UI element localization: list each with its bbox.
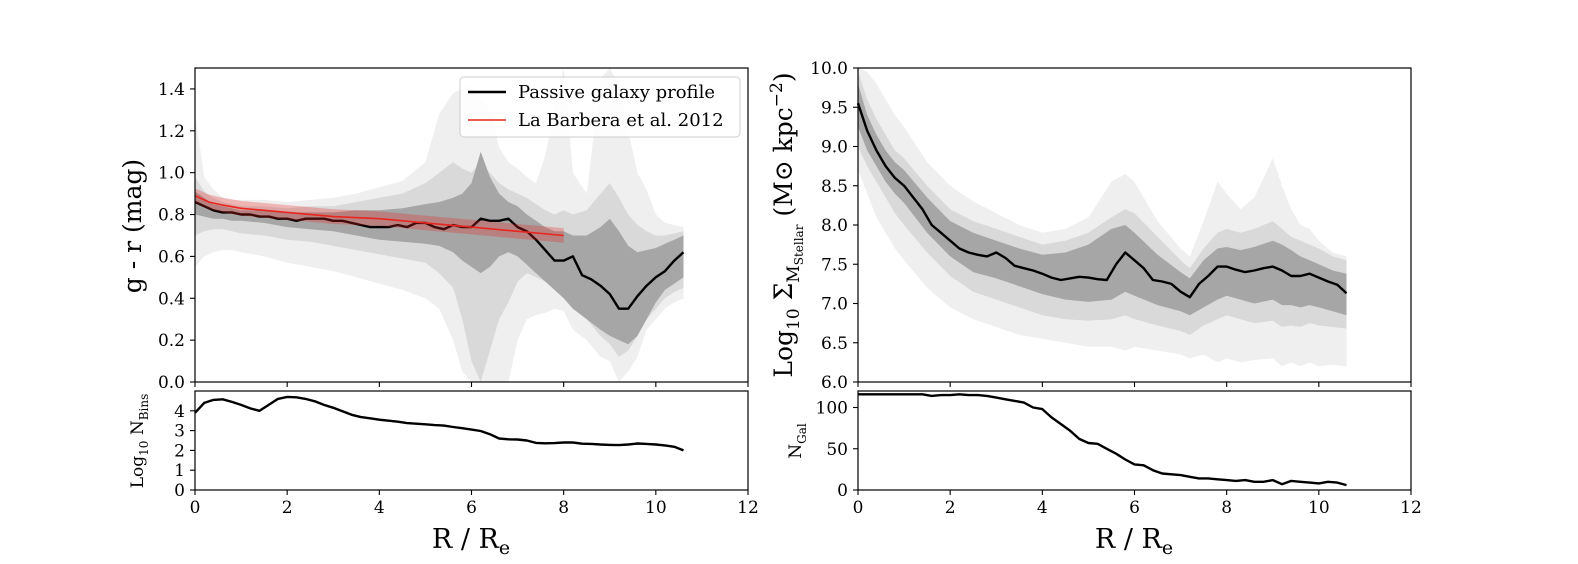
ngal-xtick-label-6: 6 bbox=[1129, 498, 1140, 518]
legend-label-labarbera: La Barbera et al. 2012 bbox=[518, 110, 724, 131]
color-profile-ytick-label-1.0: 1.0 bbox=[158, 164, 185, 184]
ngal-xtick-label-8: 8 bbox=[1221, 498, 1232, 518]
nbins-ylabel: Log10 NBins bbox=[128, 394, 151, 489]
mass-density-ytick-label-6.5: 6.5 bbox=[821, 334, 848, 354]
ngal-xtick-label-2: 2 bbox=[945, 498, 956, 518]
color-profile-ytick-label-0.2: 0.2 bbox=[158, 331, 185, 351]
color-profile-series-0-line bbox=[194, 200, 685, 310]
mass-density-panel: 6.0 6.5 7.0 7.5 8.0 8.5 9.0 9.5 10.0 Log10 ΣMSte… bbox=[767, 59, 1412, 393]
ngal-ylabel: NGal bbox=[786, 423, 809, 459]
nbins-ytick-label-2: 2 bbox=[174, 441, 185, 461]
legend-label-passive: Passive galaxy profile bbox=[518, 82, 715, 103]
color-profile-ytick-label-0.6: 0.6 bbox=[158, 247, 185, 267]
color-profile-ytick-label-1.4: 1.4 bbox=[158, 80, 185, 100]
nbins-lines bbox=[194, 395, 684, 452]
color-profile-ytick-label-0.4: 0.4 bbox=[158, 289, 185, 309]
nbins-ytick-label-1: 1 bbox=[174, 461, 185, 481]
nbins-xtick-label-10: 10 bbox=[645, 498, 667, 518]
mass-density-axes: 6.0 6.5 7.0 7.5 8.0 8.5 9.0 9.5 10.0 bbox=[810, 59, 1412, 393]
mass-density-ytick-label-9.5: 9.5 bbox=[821, 98, 848, 118]
nbins-xtick-label-2: 2 bbox=[282, 498, 293, 518]
mass-density-band-inner bbox=[858, 83, 1347, 316]
color-profile-ytick-label-1.2: 1.2 bbox=[158, 122, 185, 142]
ngal-panel: 0 2 4 6 8 10 12 0 50 100 NGal R / Re bbox=[786, 390, 1422, 559]
ngal-xtick-label-4: 4 bbox=[1037, 498, 1048, 518]
nbins-ytick-label-0: 0 bbox=[174, 481, 185, 501]
ngal-lines bbox=[858, 393, 1347, 487]
color-profile-panel: 0.0 0.2 0.4 0.6 0.8 1.0 1.2 1.4 g - r (mag) Pas… bbox=[118, 67, 749, 393]
ngal-ytick-label-0: 0 bbox=[837, 481, 848, 501]
mass-density-ytick-label-8.0: 8.0 bbox=[821, 216, 848, 236]
color-profile-ylabel: g - r (mag) bbox=[118, 159, 147, 293]
mass-density-ytick-label-7.5: 7.5 bbox=[821, 255, 848, 275]
mass-density-ytick-label-6.0: 6.0 bbox=[821, 373, 848, 393]
ngal-xlabel: R / Re bbox=[1095, 524, 1173, 559]
nbins-xtick-label-4: 4 bbox=[374, 498, 385, 518]
ngal-xtick-label-10: 10 bbox=[1308, 498, 1330, 518]
color-profile-band-inner bbox=[195, 151, 684, 345]
mass-density-ytick-label-8.5: 8.5 bbox=[821, 177, 848, 197]
nbins-ytick-label-3: 3 bbox=[174, 422, 185, 442]
nbins-series-0-line bbox=[194, 395, 684, 452]
ngal-series-0-line bbox=[858, 393, 1347, 487]
mass-density-ytick-label-10.0: 10.0 bbox=[810, 59, 848, 79]
legend-box bbox=[459, 76, 741, 138]
mass-density-lines bbox=[856, 102, 1348, 299]
nbins-xlabel: R / Re bbox=[432, 524, 510, 559]
nbins-xtick-label-8: 8 bbox=[558, 498, 569, 518]
color-profile-bands bbox=[195, 68, 684, 382]
ngal-axes: 0 2 4 6 8 10 12 0 50 100 bbox=[816, 390, 1422, 518]
nbins-xtick-label-6: 6 bbox=[466, 498, 477, 518]
mass-density-ytick-label-7.0: 7.0 bbox=[821, 295, 848, 315]
ngal-ytick-label-50: 50 bbox=[826, 440, 848, 460]
color-profile-ytick-label-0.0: 0.0 bbox=[158, 373, 185, 393]
color-profile-series-1-band bbox=[195, 188, 564, 243]
color-profile-axes: 0.0 0.2 0.4 0.6 0.8 1.0 1.2 1.4 bbox=[158, 67, 749, 393]
color-profile-ytick-label-0.8: 0.8 bbox=[158, 206, 185, 226]
ngal-ytick-label-100: 100 bbox=[816, 399, 848, 419]
color-profile-lines bbox=[194, 188, 685, 310]
nbins-xtick-label-12: 12 bbox=[737, 498, 759, 518]
mass-density-bands bbox=[858, 68, 1347, 367]
nbins-xtick-label-0: 0 bbox=[190, 498, 201, 518]
color-profile-series-1-line bbox=[194, 194, 564, 237]
mass-density-series-0-line bbox=[856, 102, 1348, 299]
mass-density-ytick-label-9.0: 9.0 bbox=[821, 138, 848, 158]
mass-density-ylabel: Log10 ΣMStellar (M⊙ kpc−2) bbox=[767, 72, 806, 377]
nbins-ytick-label-4: 4 bbox=[174, 402, 185, 422]
color-profile-legend: Passive galaxy profile La Barbera et al.… bbox=[459, 76, 741, 138]
ngal-xtick-label-12: 12 bbox=[1400, 498, 1422, 518]
ngal-xtick-label-0: 0 bbox=[853, 498, 864, 518]
